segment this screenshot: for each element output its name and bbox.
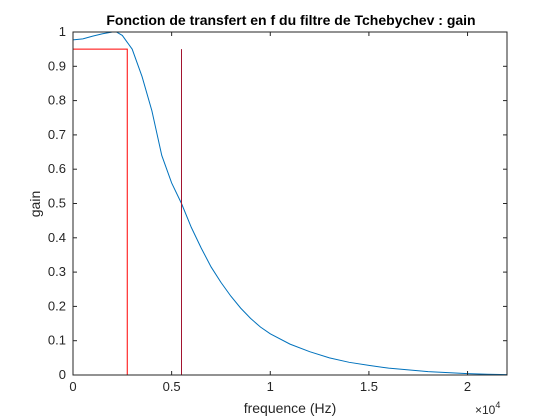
tick-group: 0 0.5 1 1.5 2 0 0.1 0.2 0.3 0.4 0.5 0.6 0.7 0.8 0.9 1 bbox=[48, 24, 508, 394]
y-tick-label: 0 bbox=[59, 367, 66, 382]
x-exponent-power: 4 bbox=[495, 400, 500, 410]
x-exponent-label: ×104 bbox=[475, 400, 500, 417]
plot-background bbox=[73, 32, 507, 375]
x-tick-label: 0 bbox=[69, 379, 76, 394]
y-tick-label: 0.4 bbox=[48, 230, 66, 245]
x-tick-label: 0.5 bbox=[163, 379, 181, 394]
x-exponent-base: ×10 bbox=[475, 403, 496, 417]
y-tick-label: 0.2 bbox=[48, 298, 66, 313]
series-line-1 bbox=[72, 31, 508, 376]
y-tick-label: 0.6 bbox=[48, 161, 66, 176]
y-tick-label: 0.3 bbox=[48, 264, 66, 279]
y-tick-label: 0.9 bbox=[48, 58, 66, 73]
plot-area bbox=[72, 31, 508, 376]
x-axis-label: frequence (Hz) bbox=[244, 400, 337, 416]
y-axis-label: gain bbox=[27, 191, 43, 217]
y-tick-label: 1 bbox=[59, 24, 66, 39]
y-tick-label: 0.8 bbox=[48, 93, 66, 108]
x-tick-label: 1 bbox=[267, 379, 274, 394]
x-tick-label: 1.5 bbox=[360, 379, 378, 394]
y-tick-label: 0.5 bbox=[48, 196, 66, 211]
chart-title: Fonction de transfert en f du filtre de … bbox=[106, 12, 475, 28]
y-tick-label: 0.1 bbox=[48, 333, 66, 348]
y-tick-label: 0.7 bbox=[48, 127, 66, 142]
x-tick-label: 2 bbox=[464, 379, 471, 394]
